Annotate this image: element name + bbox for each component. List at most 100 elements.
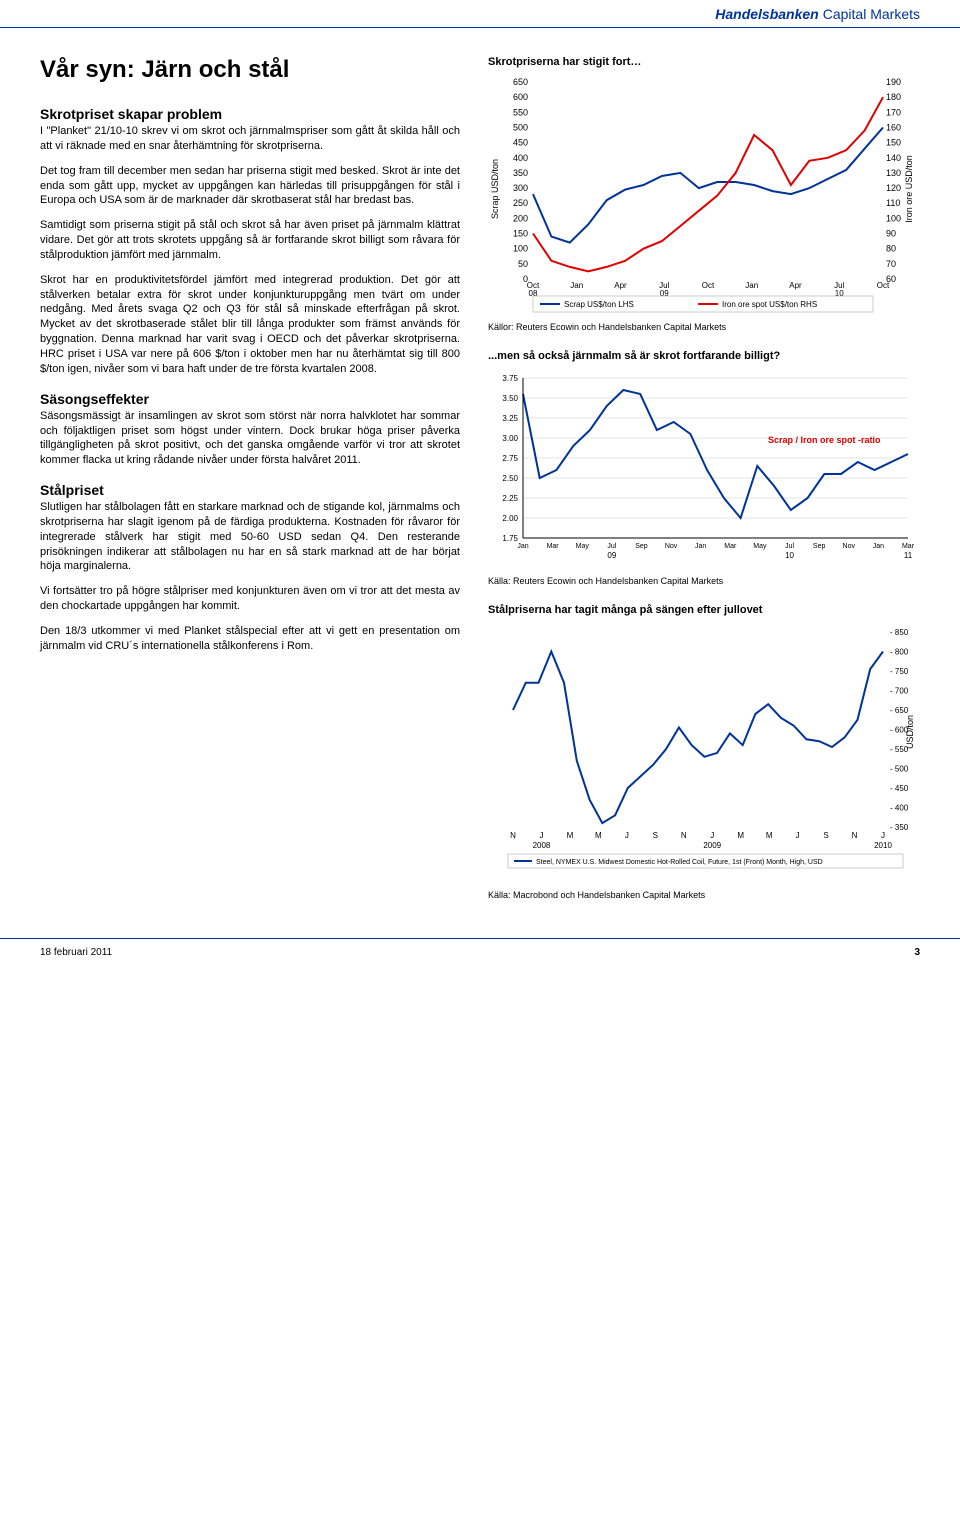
chart-title: Skrotpriserna har stigit fort… xyxy=(488,56,920,68)
svg-text:- 800: - 800 xyxy=(890,648,909,657)
svg-text:- 650: - 650 xyxy=(890,706,909,715)
svg-text:Apr: Apr xyxy=(614,281,627,290)
svg-text:Jul: Jul xyxy=(785,543,794,550)
svg-text:110: 110 xyxy=(886,198,900,208)
brand-name: Handelsbanken xyxy=(715,6,818,22)
svg-text:Steel, NYMEX U.S. Midwest Dome: Steel, NYMEX U.S. Midwest Domestic Hot-R… xyxy=(536,859,823,866)
steel-price-chart: - 350- 400- 450- 500- 550- 600- 650- 700… xyxy=(488,622,918,882)
svg-text:Mar: Mar xyxy=(547,543,560,550)
svg-text:350: 350 xyxy=(513,168,528,178)
brand-header: Handelsbanken Capital Markets xyxy=(0,0,960,28)
svg-text:3.75: 3.75 xyxy=(502,374,518,383)
svg-text:170: 170 xyxy=(886,107,901,117)
svg-text:180: 180 xyxy=(886,92,901,102)
svg-text:2.75: 2.75 xyxy=(502,454,518,463)
svg-text:50: 50 xyxy=(518,259,528,269)
svg-text:140: 140 xyxy=(886,153,901,163)
svg-text:2.00: 2.00 xyxy=(502,514,518,523)
svg-text:650: 650 xyxy=(513,77,528,87)
svg-text:500: 500 xyxy=(513,122,528,132)
svg-text:600: 600 xyxy=(513,92,528,102)
page-footer: 18 februari 2011 3 xyxy=(0,938,960,966)
body-text: Samtidigt som priserna stigit på stål oc… xyxy=(40,218,460,263)
svg-text:3.25: 3.25 xyxy=(502,414,518,423)
chart-source: Källa: Reuters Ecowin och Handelsbanken … xyxy=(488,576,920,586)
chart-source: Källor: Reuters Ecowin och Handelsbanken… xyxy=(488,322,920,332)
svg-text:Scrap / Iron ore spot -ratio: Scrap / Iron ore spot -ratio xyxy=(768,435,881,445)
body-text: Vi fortsätter tro på högre stålpriser me… xyxy=(40,584,460,614)
svg-text:Jan: Jan xyxy=(517,543,528,550)
svg-text:- 500: - 500 xyxy=(890,765,909,774)
svg-text:1.75: 1.75 xyxy=(502,534,518,543)
svg-text:3.50: 3.50 xyxy=(502,394,518,403)
svg-text:2010: 2010 xyxy=(874,841,892,850)
svg-text:2008: 2008 xyxy=(533,841,551,850)
scrap-iron-chart: 050100150200250300350400450500550600650 … xyxy=(488,74,918,314)
svg-text:M: M xyxy=(766,831,773,840)
svg-text:N: N xyxy=(852,831,858,840)
svg-text:USD/ton: USD/ton xyxy=(905,715,915,749)
brand-sub: Capital Markets xyxy=(823,6,920,22)
svg-text:Scrap US$/ton LHS: Scrap US$/ton LHS xyxy=(564,300,634,309)
svg-text:190: 190 xyxy=(886,77,901,87)
ratio-chart: 1.75 2.00 2.25 2.50 2.75 3.00 3.25 3.50 3.75 Jan… xyxy=(488,368,918,568)
svg-text:100: 100 xyxy=(886,213,901,223)
svg-text:- 350: - 350 xyxy=(890,823,909,832)
svg-text:2.50: 2.50 xyxy=(502,474,518,483)
svg-text:M: M xyxy=(737,831,744,840)
body-text: Det tog fram till december men sedan har… xyxy=(40,164,460,209)
chart-title: ...men så också järnmalm så är skrot for… xyxy=(488,350,920,362)
svg-text:Jan: Jan xyxy=(570,281,583,290)
svg-text:160: 160 xyxy=(886,122,901,132)
svg-text:300: 300 xyxy=(513,183,528,193)
svg-text:- 750: - 750 xyxy=(890,667,909,676)
page-title: Vår syn: Järn och stål xyxy=(40,56,460,84)
svg-text:Nov: Nov xyxy=(843,543,856,550)
body-text: Skrot har en produktivitetsfördel jämför… xyxy=(40,273,460,377)
svg-text:S: S xyxy=(823,831,828,840)
body-text: Säsongsmässigt är insamlingen av skrot s… xyxy=(40,409,460,468)
chart-title: Stålpriserna har tagit många på sängen e… xyxy=(488,604,920,616)
chart-source: Källa: Macrobond och Handelsbanken Capit… xyxy=(488,890,920,900)
svg-text:200: 200 xyxy=(513,213,528,223)
svg-text:150: 150 xyxy=(513,229,528,239)
section-heading: Stålpriset xyxy=(40,482,460,498)
svg-text:M: M xyxy=(567,831,574,840)
footer-date: 18 februari 2011 xyxy=(40,947,112,958)
svg-text:Iron ore USD/ton: Iron ore USD/ton xyxy=(904,155,914,223)
svg-text:11: 11 xyxy=(904,551,913,560)
svg-text:450: 450 xyxy=(513,138,528,148)
svg-text:Sep: Sep xyxy=(635,543,648,550)
svg-text:400: 400 xyxy=(513,153,528,163)
svg-text:N: N xyxy=(681,831,687,840)
svg-text:May: May xyxy=(753,543,767,550)
section-heading: Skrotpriset skapar problem xyxy=(40,106,460,122)
svg-text:- 450: - 450 xyxy=(890,784,909,793)
svg-text:S: S xyxy=(653,831,658,840)
svg-text:Oct: Oct xyxy=(877,281,890,290)
svg-text:J: J xyxy=(796,831,800,840)
svg-text:120: 120 xyxy=(886,183,901,193)
svg-text:- 400: - 400 xyxy=(890,804,909,813)
svg-text:150: 150 xyxy=(886,138,901,148)
svg-text:Oct: Oct xyxy=(702,281,715,290)
body-text: Den 18/3 utkommer vi med Planket stålspe… xyxy=(40,624,460,654)
svg-text:J: J xyxy=(539,831,543,840)
svg-text:10: 10 xyxy=(785,551,794,560)
svg-text:- 700: - 700 xyxy=(890,687,909,696)
svg-text:Sep: Sep xyxy=(813,543,826,550)
svg-text:09: 09 xyxy=(607,551,616,560)
svg-text:90: 90 xyxy=(886,229,896,239)
svg-text:250: 250 xyxy=(513,198,528,208)
svg-text:N: N xyxy=(510,831,516,840)
svg-text:J: J xyxy=(625,831,629,840)
body-text: Slutligen har stålbolagen fått en starka… xyxy=(40,500,460,574)
svg-text:Jan: Jan xyxy=(873,543,884,550)
svg-text:2.25: 2.25 xyxy=(502,494,518,503)
section-heading: Säsongseffekter xyxy=(40,391,460,407)
svg-text:130: 130 xyxy=(886,168,901,178)
svg-text:2009: 2009 xyxy=(703,841,721,850)
svg-text:Iron ore spot US$/ton RHS: Iron ore spot US$/ton RHS xyxy=(722,300,817,309)
svg-text:3.00: 3.00 xyxy=(502,434,518,443)
svg-text:Mar: Mar xyxy=(724,543,737,550)
